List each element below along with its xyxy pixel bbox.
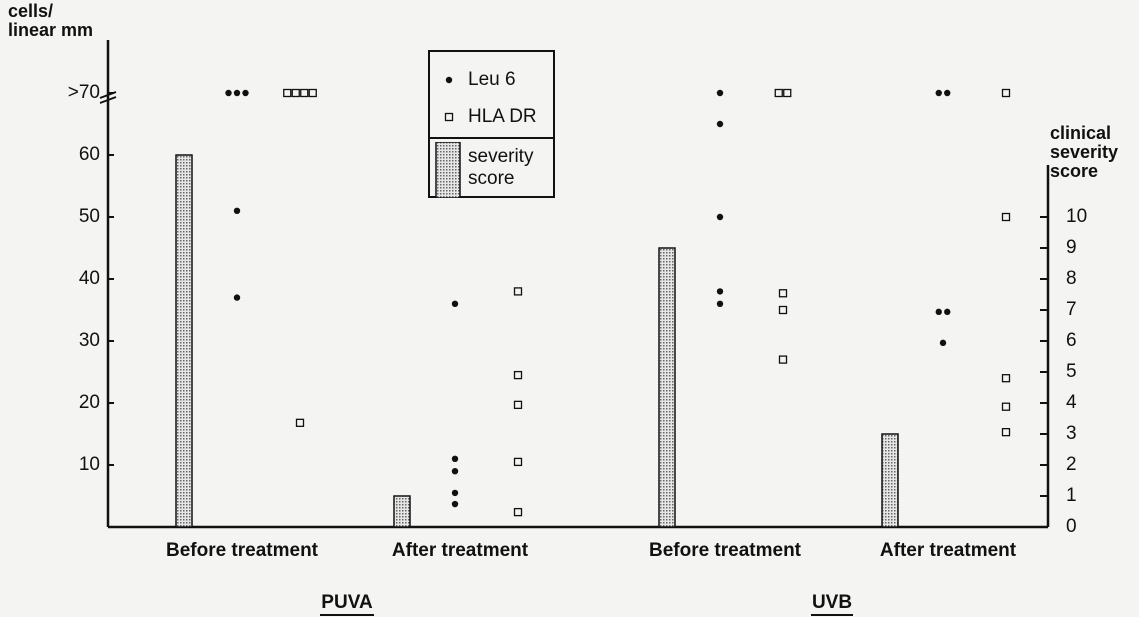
y2-tick-label: 5 [1066,361,1077,382]
legend-marker [444,112,454,122]
leu6-point [451,489,459,497]
hla-dr-point [1001,88,1011,98]
legend-swatch [445,76,453,84]
x-tick-label: After treatment [880,540,1017,561]
hla-dr-point [283,88,292,98]
y2-axis-label: clinical severity score [1050,123,1119,181]
hla-dr-point [778,305,788,315]
y2-tick-label: 2 [1066,454,1077,475]
hla-dr-point [513,370,523,380]
leu6-point [716,120,724,128]
legend-marker [435,142,461,198]
hla-dr-point [513,457,523,467]
hla-dr-point [513,287,523,296]
group-label: UVB [812,592,852,613]
y2-tick-label: 6 [1066,330,1077,351]
y2-tick-label: 8 [1066,268,1077,289]
leu6-point [451,300,459,307]
leu6-point [716,213,724,221]
x-tick-label: Before treatment [166,540,319,561]
leu6-point [242,89,249,97]
leu6-point [935,308,942,316]
legend: Leu 6 HLA DR severity score [428,50,555,198]
y-tick-label: 50 [79,206,100,227]
hla-dr-point [1001,427,1011,437]
bar [175,154,193,528]
x-tick-label: After treatment [392,540,529,561]
legend-item: HLA DR [428,97,555,139]
hla-dr-point [308,88,317,98]
y-axis-label: cells/ linear mm [8,1,94,40]
y2-tick-label: 3 [1066,423,1077,444]
hla-dr-point [513,507,523,517]
hla-dr-point [1001,402,1011,411]
bar [393,495,411,528]
y-tick-label: 10 [79,454,100,475]
leu6-point [944,308,951,316]
hla-dr-point [778,355,788,364]
legend-label: severity score [468,146,534,189]
legend-label: HLA DR [468,106,537,127]
legend-divider [428,137,555,139]
hla-dr-point [1001,374,1011,383]
legend-item: severity score [430,142,553,198]
y2-tick-label: 0 [1066,516,1077,537]
legend-item: Leu 6 [430,60,553,100]
leu6-point [225,89,232,97]
y2-tick-label: 4 [1066,392,1077,413]
hla-dr-point [778,289,788,298]
y-tick-label: 30 [79,330,100,351]
hla-dr-point [783,88,792,98]
y-tick-label: 20 [79,392,100,413]
legend-swatch [444,112,454,122]
y-tick-label: 60 [79,144,100,165]
leu6-point [939,339,947,347]
x-tick-label: Before treatment [649,540,802,561]
legend-marker [445,76,453,84]
leu6-point [944,89,951,97]
y2-tick-label: 1 [1066,485,1077,506]
hla-dr-point [513,400,523,410]
leu6-point [451,468,459,475]
hla-dr-point [291,88,300,98]
leu6-point [451,500,459,508]
hla-dr-point [774,88,783,98]
axis-break [99,96,117,104]
y2-tick-label: 7 [1066,299,1077,320]
hla-dr-point [1001,212,1011,222]
leu6-point [716,300,724,307]
leu6-point [233,294,241,301]
bar [658,247,676,528]
leu6-point [451,455,459,462]
leu6-point [935,89,942,97]
hla-dr-point [300,88,309,98]
group-label: PUVA [321,592,373,613]
bar [881,433,899,528]
legend-label: Leu 6 [468,69,516,90]
leu6-point [716,89,724,97]
y-tick-label: 40 [79,268,100,289]
leu6-point [233,89,241,97]
y2-tick-label: 9 [1066,237,1077,258]
leu6-point [233,207,241,214]
leu6-point [716,288,724,295]
y2-tick-label: 10 [1066,206,1087,227]
legend-swatch [435,142,461,198]
y-tick-label: >70 [68,82,100,103]
hla-dr-point [295,418,305,427]
